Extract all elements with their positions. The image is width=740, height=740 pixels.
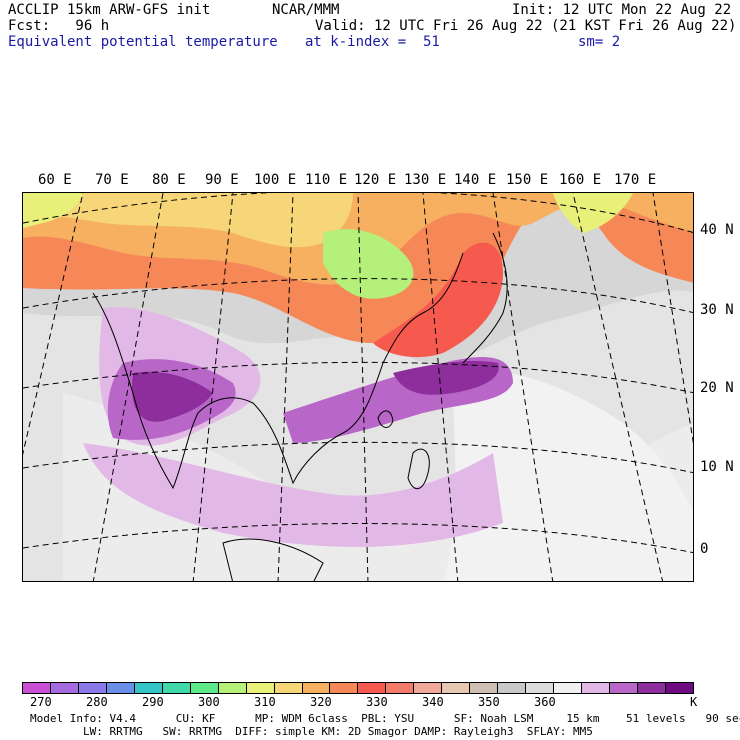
colorbar-swatch [329, 683, 358, 693]
institution-label: NCAR/MMM [272, 2, 340, 18]
coastline-taiwan [377, 410, 394, 428]
graticule [23, 193, 693, 581]
theta-e-map [22, 192, 694, 582]
colorbar-swatch [245, 683, 274, 693]
coastlines [92, 232, 508, 581]
colorbar-label-300: 300 [198, 695, 220, 709]
colorbar-label-310: 310 [254, 695, 276, 709]
colorbar-swatch [133, 683, 162, 693]
colorbar-swatch [189, 683, 218, 693]
colorbar-swatch [273, 683, 302, 693]
lat-label-0: 0 [700, 541, 709, 557]
lon-label-70e: 70 E [95, 172, 129, 188]
meridian-130e [492, 193, 554, 581]
colorbar-swatch [525, 683, 554, 693]
lon-label-170e: 170 E [614, 172, 657, 188]
field-band-310k [23, 193, 83, 228]
colorbar-swatch [105, 683, 134, 693]
colorbar-swatch [77, 683, 106, 693]
field-band-310k-east [553, 193, 633, 233]
colorbar-swatch [469, 683, 498, 693]
colorbar-swatch [664, 683, 693, 693]
coastline-japan [462, 232, 508, 364]
meridian-140e [572, 193, 664, 581]
colorbar [22, 682, 694, 694]
colorbar-swatch [301, 683, 330, 693]
lon-label-90e: 90 E [205, 172, 239, 188]
meridian-150e [652, 193, 693, 444]
field-band-365k-south [83, 443, 503, 547]
colorbar-label-350: 350 [478, 695, 500, 709]
colorbar-swatch [609, 683, 637, 693]
lon-label-150e: 150 E [506, 172, 549, 188]
colorbar-swatch [581, 683, 610, 693]
lat-label-10n: 10 N [700, 459, 734, 475]
model-title: ACCLIP 15km ARW-GFS init [8, 2, 211, 18]
colorbar-label-330: 330 [366, 695, 388, 709]
lon-label-100e: 100 E [254, 172, 297, 188]
field-band-375k-east [393, 361, 499, 395]
lon-label-80e: 80 E [152, 172, 186, 188]
lon-label-130e: 130 E [404, 172, 447, 188]
smoothing-label: sm= 2 [578, 34, 621, 50]
colorbar-swatch [385, 683, 414, 693]
coastline-asia [92, 252, 464, 490]
field-band-315k [23, 193, 353, 248]
colorbar-label-290: 290 [142, 695, 164, 709]
meridian-120e [422, 193, 459, 581]
colorbar-swatch [553, 683, 582, 693]
field-band-375k-west [132, 371, 213, 422]
field-band-335k [373, 242, 503, 358]
colorbar-label-360: 360 [534, 695, 556, 709]
parallel-30n [23, 278, 693, 314]
parallel-0 [23, 523, 693, 554]
meridian-110e [357, 193, 369, 581]
field-band-305k [323, 229, 414, 299]
lat-label-40n: 40 N [700, 222, 734, 238]
coastline-philippines [407, 448, 430, 490]
colorbar-label-340: 340 [422, 695, 444, 709]
field-name: Equivalent potential temperature [8, 34, 278, 50]
k-index-label: at k-index = 51 [305, 34, 440, 50]
colorbar-swatch [49, 683, 78, 693]
lat-label-20n: 20 N [700, 380, 734, 396]
meridian-70e [23, 193, 84, 456]
colorbar-swatch [357, 683, 386, 693]
lon-label-160e: 160 E [559, 172, 602, 188]
parallel-10n [23, 441, 693, 474]
colorbar-label-280: 280 [86, 695, 108, 709]
init-time: Init: 12 UTC Mon 22 Aug 22 [512, 2, 732, 18]
colorbar-swatch [413, 683, 442, 693]
lon-label-60e: 60 E [38, 172, 72, 188]
lon-label-110e: 110 E [305, 172, 348, 188]
meridian-80e [92, 193, 164, 581]
model-info-line2: LW: RRTMG SW: RRTMG DIFF: simple KM: 2D … [30, 725, 593, 738]
colorbar-label-270: 270 [30, 695, 52, 709]
forecast-hour: Fcst: 96 h [8, 18, 110, 34]
colorbar-label-320: 320 [310, 695, 332, 709]
lon-label-120e: 120 E [354, 172, 397, 188]
coastline-indonesia [222, 538, 324, 581]
meridian-90e [192, 193, 234, 581]
colorbar-swatch [23, 683, 50, 693]
parallel-20n [23, 361, 693, 394]
lat-label-30n: 30 N [700, 302, 734, 318]
valid-time: Valid: 12 UTC Fri 26 Aug 22 (21 KST Fri … [315, 18, 737, 34]
model-info-line1: Model Info: V4.4 CU: KF MP: WDM 6class P… [30, 712, 740, 725]
colorbar-swatch [497, 683, 526, 693]
colorbar-swatch [441, 683, 470, 693]
map-canvas [23, 193, 693, 581]
meridian-100e [277, 193, 294, 581]
colorbar-swatch [636, 683, 665, 693]
lon-label-140e: 140 E [454, 172, 497, 188]
colorbar-unit-label: K [690, 695, 698, 709]
colorbar-swatch [161, 683, 190, 693]
colorbar-swatch [217, 683, 246, 693]
parallel-40n [23, 193, 693, 233]
